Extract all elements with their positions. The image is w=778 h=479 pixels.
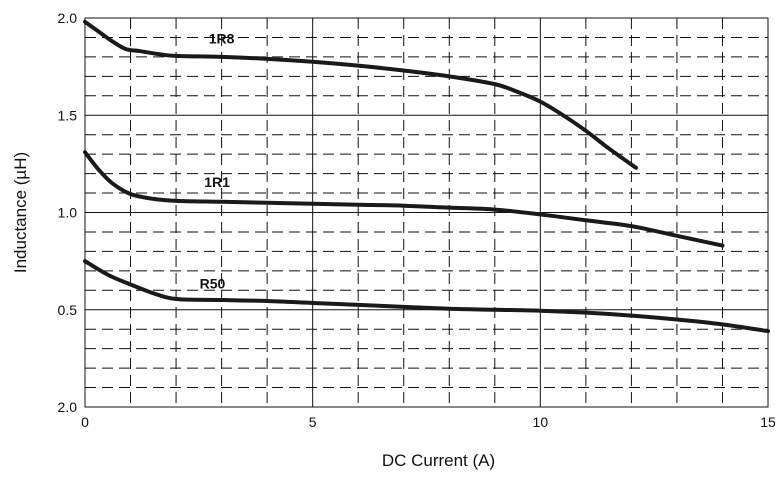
series-line-1r8 <box>83 19 638 170</box>
y-tick-label: 0.5 <box>58 302 78 318</box>
y-tick-label: 2.0 <box>58 399 78 415</box>
series-label-1r1: 1R1 <box>204 174 230 190</box>
series-labels: 1R8 1R1 R50 <box>200 30 235 291</box>
x-tick-label: 5 <box>309 414 317 430</box>
series-line-r50 <box>83 259 770 334</box>
x-tick-label: 15 <box>760 414 776 430</box>
x-axis-title: DC Current (A) <box>382 451 495 470</box>
y-tick-label: 1.0 <box>58 205 78 221</box>
plot-frame <box>84 17 769 408</box>
series-label-r50: R50 <box>200 275 226 291</box>
series-label-1r8: 1R8 <box>209 30 235 46</box>
grid <box>85 18 768 407</box>
y-axis-title: Inductance (µH) <box>11 152 30 273</box>
y-tick-label: 2.0 <box>58 10 78 26</box>
series-line-1r1 <box>83 150 725 248</box>
x-tick-label: 0 <box>81 414 89 430</box>
y-tick-label: 1.5 <box>58 107 78 123</box>
tick-labels: 0 5 10 15 2.0 0.5 1.0 1.5 2.0 <box>58 10 776 430</box>
x-tick-label: 10 <box>533 414 549 430</box>
series-lines <box>83 19 770 334</box>
